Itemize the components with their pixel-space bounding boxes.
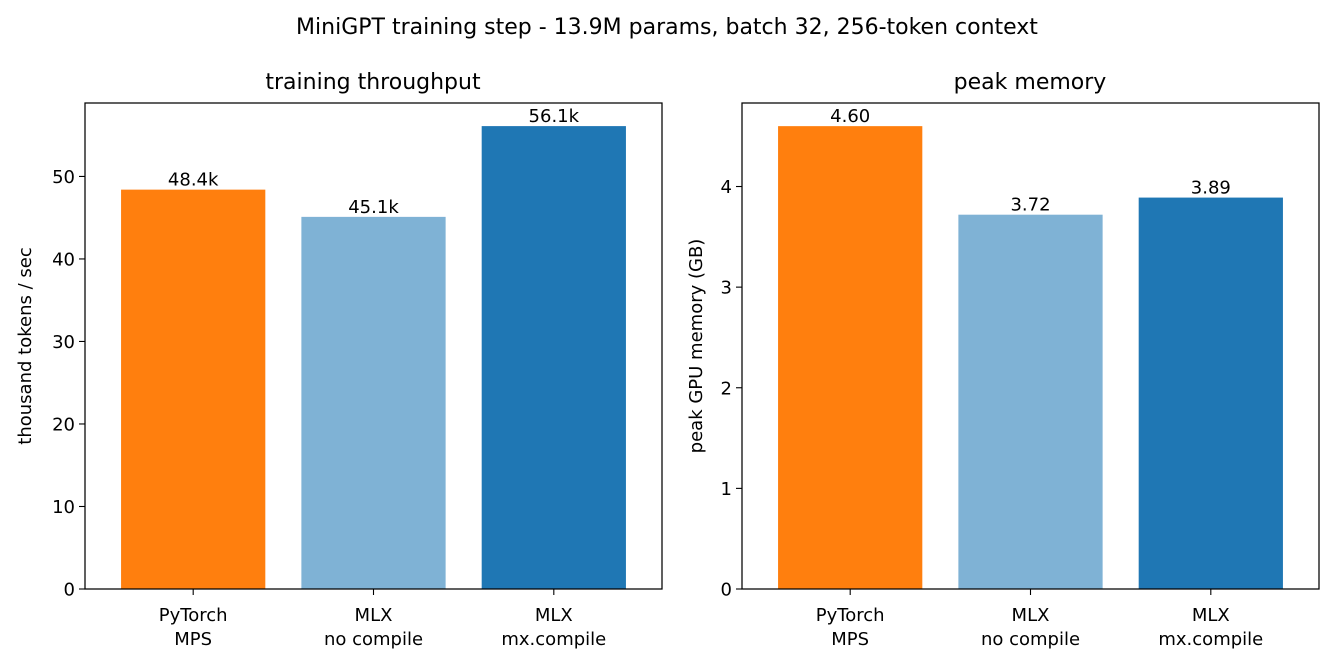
figure-title: MiniGPT training step - 13.9M params, ba… [296, 15, 1038, 40]
throughput-x-tick-label-mlx-mx-compile: MLX mx.compile [501, 605, 606, 650]
memory-x-tick-label-mlx-no-compile: MLX no compile [981, 605, 1080, 650]
throughput-bar-mlx-no-compile [301, 216, 446, 590]
throughput-y-tick-label: 10 [52, 497, 75, 518]
throughput-data-label-mlx-mx-compile: 56.1k [529, 106, 580, 127]
throughput-chart: training throughput thousand tokens / se… [15, 70, 663, 650]
memory-chart-title: peak memory [954, 70, 1107, 95]
memory-y-ticks: 0 1 2 3 4 [721, 177, 742, 601]
throughput-y-tick-label: 20 [52, 414, 75, 435]
throughput-y-axis-label: thousand tokens / sec [15, 247, 36, 444]
memory-y-tick-label: 0 [721, 580, 732, 601]
throughput-y-tick-label: 50 [52, 167, 75, 188]
memory-data-label-mlx-mx-compile: 3.89 [1191, 178, 1231, 199]
throughput-data-labels: 48.4k 45.1k 56.1k [168, 106, 580, 218]
memory-y-tick-label: 4 [721, 177, 732, 198]
throughput-y-tick-label: 40 [52, 249, 75, 270]
memory-bar-mlx-mx-compile [1138, 197, 1283, 589]
memory-data-labels: 4.60 3.72 3.89 [830, 106, 1231, 216]
throughput-y-tick-label: 30 [52, 332, 75, 353]
memory-x-tick-label-mlx-mx-compile: MLX mx.compile [1158, 605, 1263, 650]
memory-plot-frame [741, 102, 1320, 590]
throughput-x-tick-label-mlx-no-compile: MLX no compile [324, 605, 423, 650]
throughput-plot-frame [84, 102, 663, 590]
throughput-x-ticks: PyTorch MPS MLX no compile MLX mx.compile [159, 589, 606, 650]
memory-y-tick-label: 3 [721, 278, 732, 299]
memory-data-label-mlx-no-compile: 3.72 [1010, 195, 1050, 216]
throughput-chart-title: training throughput [265, 70, 481, 95]
memory-y-tick-label: 2 [721, 378, 732, 399]
throughput-x-tick-label-pytorch-mps: PyTorch MPS [159, 605, 228, 650]
memory-bars [778, 126, 1283, 590]
memory-bar-pytorch-mps [778, 126, 923, 590]
memory-y-axis-label: peak GPU memory (GB) [686, 239, 707, 454]
throughput-y-tick-label: 0 [64, 580, 75, 601]
memory-y-tick-label: 1 [721, 479, 732, 500]
memory-bar-mlx-no-compile [958, 214, 1103, 589]
memory-chart: peak memory peak GPU memory (GB) 0 1 2 3 4 P… [686, 70, 1320, 650]
memory-x-ticks: PyTorch MPS MLX no compile MLX mx.compile [816, 589, 1263, 650]
memory-x-tick-label-pytorch-mps: PyTorch MPS [816, 605, 885, 650]
throughput-data-label-pytorch-mps: 48.4k [168, 170, 219, 191]
throughput-data-label-mlx-no-compile: 45.1k [348, 197, 399, 218]
memory-data-label-pytorch-mps: 4.60 [830, 106, 870, 127]
throughput-y-ticks: 0 10 20 30 40 50 [52, 167, 85, 601]
throughput-bar-pytorch-mps [121, 189, 266, 589]
throughput-bar-mlx-mx-compile [481, 126, 626, 589]
throughput-bars [121, 126, 626, 590]
